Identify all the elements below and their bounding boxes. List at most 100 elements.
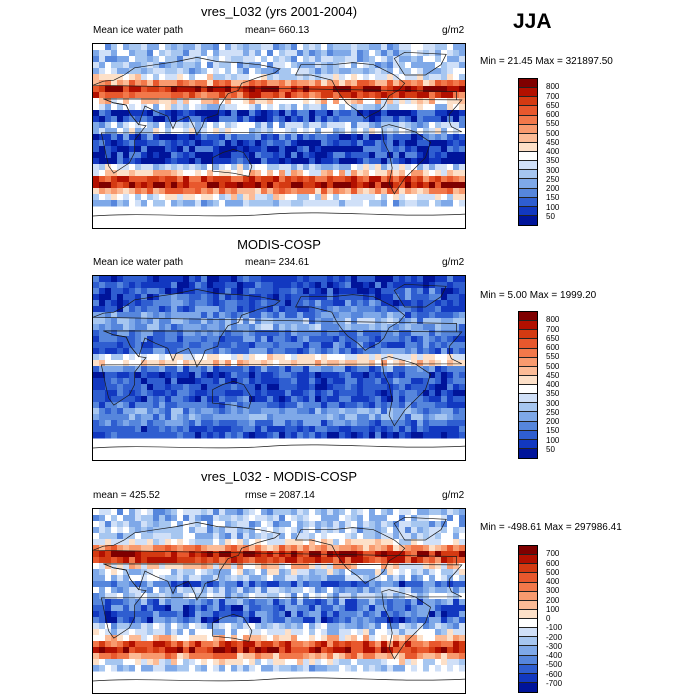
field-cell: [393, 575, 400, 582]
field-cell: [111, 378, 118, 385]
field-cell: [381, 390, 388, 397]
field-cell: [363, 623, 370, 630]
field-cell: [135, 563, 142, 570]
field-cell: [213, 62, 220, 69]
field-cell: [327, 372, 334, 379]
field-cell: [423, 164, 430, 171]
field-cell: [267, 56, 274, 63]
field-cell: [123, 182, 130, 189]
field-cell: [279, 587, 286, 594]
field-cell: [267, 342, 274, 349]
field-cell: [399, 402, 406, 409]
field-cell: [303, 641, 310, 648]
field-cell: [105, 396, 112, 403]
field-cell: [129, 294, 136, 301]
field-cell: [189, 56, 196, 63]
field-cell: [363, 366, 370, 373]
field-cell: [99, 390, 106, 397]
field-cell: [417, 420, 424, 427]
field-cell: [333, 92, 340, 99]
field-cell: [309, 617, 316, 624]
field-cell: [411, 545, 418, 552]
field-cell: [219, 56, 226, 63]
field-cell: [243, 354, 250, 361]
field-cell: [183, 581, 190, 588]
field-cell: [255, 134, 262, 141]
field-cell: [153, 617, 160, 624]
field-cell: [237, 617, 244, 624]
field-cell: [351, 50, 358, 57]
field-cell: [189, 170, 196, 177]
field-cell: [171, 288, 178, 295]
field-cell: [111, 599, 118, 606]
field-cell: [201, 551, 208, 558]
field-cell: [291, 366, 298, 373]
field-cell: [321, 623, 328, 630]
field-cell: [147, 623, 154, 630]
field-cell: [351, 44, 358, 51]
field-cell: [453, 104, 460, 111]
field-cell: [159, 56, 166, 63]
field-cell: [321, 384, 328, 391]
field-cell: [375, 92, 382, 99]
field-cell: [195, 527, 202, 534]
field-cell: [441, 515, 448, 522]
field-cell: [159, 599, 166, 606]
field-cell: [429, 80, 436, 87]
field-cell: [327, 575, 334, 582]
field-cell: [405, 68, 412, 75]
field-cell: [195, 354, 202, 361]
field-cell: [417, 557, 424, 564]
field-cell: [393, 647, 400, 654]
field-cell: [237, 134, 244, 141]
field-cell: [369, 617, 376, 624]
field-cell: [243, 176, 250, 183]
field-cell: [255, 200, 262, 207]
field-cell: [183, 515, 190, 522]
field-cell: [279, 635, 286, 642]
field-cell: [303, 176, 310, 183]
field-cell: [159, 587, 166, 594]
field-cell: [273, 164, 280, 171]
field-cell: [327, 545, 334, 552]
field-cell: [129, 348, 136, 355]
field-cell: [141, 98, 148, 105]
field-cell: [159, 545, 166, 552]
field-cell: [291, 587, 298, 594]
field-cell: [459, 354, 465, 361]
field-cell: [105, 426, 112, 433]
field-cell: [417, 128, 424, 135]
field-cell: [453, 611, 460, 618]
field-cell: [447, 557, 454, 564]
field-cell: [309, 426, 316, 433]
field-cell: [249, 194, 256, 201]
field-cell: [147, 176, 154, 183]
field-cell: [273, 140, 280, 147]
field-cell: [207, 551, 214, 558]
field-cell: [387, 276, 394, 283]
field-cell: [393, 194, 400, 201]
field-cell: [207, 110, 214, 117]
field-cell: [183, 324, 190, 331]
field-cell: [183, 641, 190, 648]
field-cell: [387, 635, 394, 642]
field-cell: [261, 366, 268, 373]
field-cell: [105, 557, 112, 564]
field-cell: [441, 539, 448, 546]
field-cell: [333, 426, 340, 433]
field-cell: [267, 581, 274, 588]
field-cell: [141, 575, 148, 582]
field-cell: [339, 200, 346, 207]
field-cell: [279, 557, 286, 564]
field-cell: [459, 122, 465, 129]
field-cell: [129, 170, 136, 177]
field-cell: [123, 80, 130, 87]
field-cell: [441, 116, 448, 123]
field-cell: [327, 110, 334, 117]
field-cell: [291, 378, 298, 385]
field-cell: [339, 152, 346, 159]
field-cell: [435, 282, 442, 289]
colorbar-swatch: [519, 394, 537, 404]
field-cell: [99, 408, 106, 415]
field-cell: [219, 158, 226, 165]
